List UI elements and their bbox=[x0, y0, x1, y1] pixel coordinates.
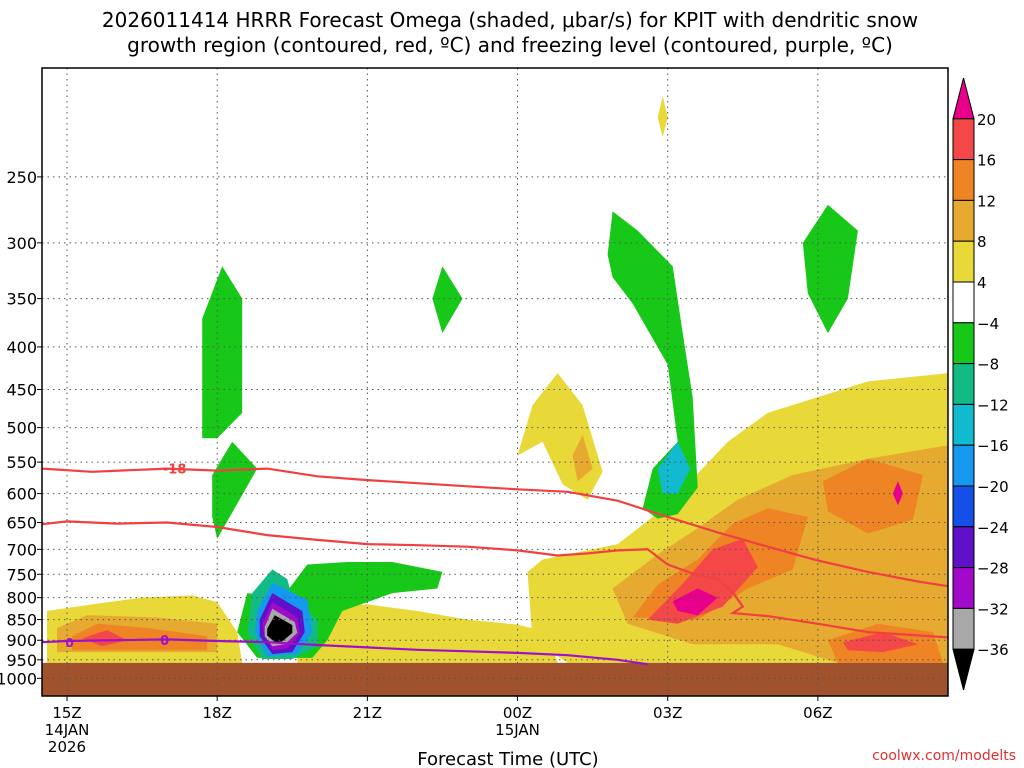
omega-region-9 bbox=[822, 458, 923, 534]
colorbar-label-4: 4 bbox=[977, 274, 987, 292]
omega-region-20 bbox=[432, 266, 463, 334]
omega-region-15 bbox=[672, 588, 718, 616]
freezing-contour-label: 0 bbox=[160, 634, 169, 649]
contour-dgz_lower bbox=[42, 520, 948, 639]
omega-region-18 bbox=[202, 266, 243, 439]
y-tick-label-750: 750 bbox=[6, 565, 37, 584]
colorbar-segment-2 bbox=[952, 159, 975, 201]
colorbar-segment-9 bbox=[952, 444, 975, 487]
colorbar-label-1: 16 bbox=[977, 152, 996, 170]
y-tick-label-850: 850 bbox=[6, 611, 37, 630]
x-tick-label-15-2: 2026 bbox=[48, 738, 86, 756]
chart-title-line1: 2026011414 HRRR Forecast Omega (shaded, … bbox=[102, 8, 918, 32]
x-tick-label-24-0: 00Z bbox=[503, 704, 532, 722]
x-tick-label-15-1: 14JAN bbox=[45, 721, 90, 739]
y-axis: 2503003504004505005506006507007508008509… bbox=[0, 168, 42, 688]
y-tick-label-600: 600 bbox=[6, 485, 37, 504]
colorbar-segment-5 bbox=[952, 281, 975, 324]
colorbar-label-2: 12 bbox=[977, 192, 996, 210]
x-tick-label-15-0: 15Z bbox=[52, 704, 81, 722]
colorbar-segment-12 bbox=[952, 567, 975, 609]
omega-region-4 bbox=[657, 96, 668, 138]
y-tick-label-350: 350 bbox=[6, 290, 37, 309]
omega-region-23 bbox=[657, 441, 691, 494]
colorbar-label-8: −16 bbox=[977, 437, 1009, 455]
colorbar-segment-7 bbox=[952, 363, 975, 405]
colorbar-label-10: −24 bbox=[977, 519, 1009, 537]
colorbar-segment-10 bbox=[952, 485, 975, 528]
colorbar-label-11: −28 bbox=[977, 560, 1009, 578]
colorbar-label-12: −32 bbox=[977, 600, 1009, 618]
colorbar-label-6: −8 bbox=[977, 356, 999, 374]
colorbar-label-13: −36 bbox=[977, 641, 1009, 659]
colorbar-segment-4 bbox=[952, 240, 975, 283]
y-tick-label-1000: 1000 bbox=[0, 669, 37, 688]
chart-title-line2: growth region (contoured, red, ºC) and f… bbox=[127, 33, 893, 57]
omega-region-14 bbox=[82, 630, 128, 647]
y-tick-label-450: 450 bbox=[6, 381, 37, 400]
x-tick-label-24-1: 15JAN bbox=[495, 721, 540, 739]
omega-region-22 bbox=[802, 204, 858, 334]
plot-frame bbox=[41, 67, 949, 697]
y-tick-label-650: 650 bbox=[6, 514, 37, 533]
credit-text: coolwx.com/modelts bbox=[872, 748, 1016, 764]
plot-area: -18 0 0 bbox=[42, 68, 948, 696]
colorbar: 20 16 12 8 4 −4 −8 −12 −16 −20 −24 −28 −32 −36 bbox=[952, 77, 1009, 691]
y-tick-label-900: 900 bbox=[6, 631, 37, 650]
colorbar-label-5: −4 bbox=[977, 315, 999, 333]
colorbar-label-7: −12 bbox=[977, 396, 1009, 414]
y-tick-label-700: 700 bbox=[6, 540, 37, 559]
omega-region-21 bbox=[607, 211, 698, 519]
colorbar-segment-6 bbox=[952, 322, 975, 365]
colorbar-segment-8 bbox=[952, 403, 975, 446]
y-tick-label-950: 950 bbox=[6, 651, 37, 670]
x-tick-label-21-0: 21Z bbox=[353, 704, 382, 722]
contour-dgz_upper bbox=[42, 467, 948, 588]
colorbar-segment-1 bbox=[952, 118, 975, 161]
x-tick-label-30-0: 06Z bbox=[803, 704, 832, 722]
colorbar-segment-13 bbox=[952, 607, 975, 650]
y-tick-label-300: 300 bbox=[6, 234, 37, 253]
x-tick-label-18-0: 18Z bbox=[203, 704, 232, 722]
omega-region-16 bbox=[892, 481, 903, 506]
colorbar-segment-3 bbox=[952, 199, 975, 242]
dgz-contour-label: -18 bbox=[163, 463, 187, 478]
colorbar-label-0: 20 bbox=[977, 111, 996, 129]
y-tick-label-800: 800 bbox=[6, 589, 37, 608]
omega-region-7 bbox=[572, 434, 593, 482]
omega-region-19 bbox=[212, 441, 258, 539]
y-tick-label-400: 400 bbox=[6, 338, 37, 357]
colorbar-segment-11 bbox=[952, 526, 975, 569]
colorbar-cap-top bbox=[952, 77, 975, 120]
omega-region-13 bbox=[842, 632, 918, 653]
colorbar-label-9: −20 bbox=[977, 478, 1009, 496]
y-tick-label-500: 500 bbox=[6, 419, 37, 438]
x-axis-label: Forecast Time (UTC) bbox=[417, 749, 598, 768]
ground-fill bbox=[42, 662, 948, 696]
omega-region-2 bbox=[517, 373, 603, 500]
contour-freezing bbox=[42, 638, 648, 666]
y-tick-label-550: 550 bbox=[6, 453, 37, 472]
x-tick-label-27-0: 03Z bbox=[653, 704, 682, 722]
y-tick-label-250: 250 bbox=[6, 168, 37, 187]
colorbar-label-3: 8 bbox=[977, 233, 987, 251]
colorbar-cap-bottom bbox=[952, 648, 975, 691]
omega-region-29 bbox=[267, 615, 293, 643]
freezing-contour-label-2: 0 bbox=[65, 636, 73, 650]
